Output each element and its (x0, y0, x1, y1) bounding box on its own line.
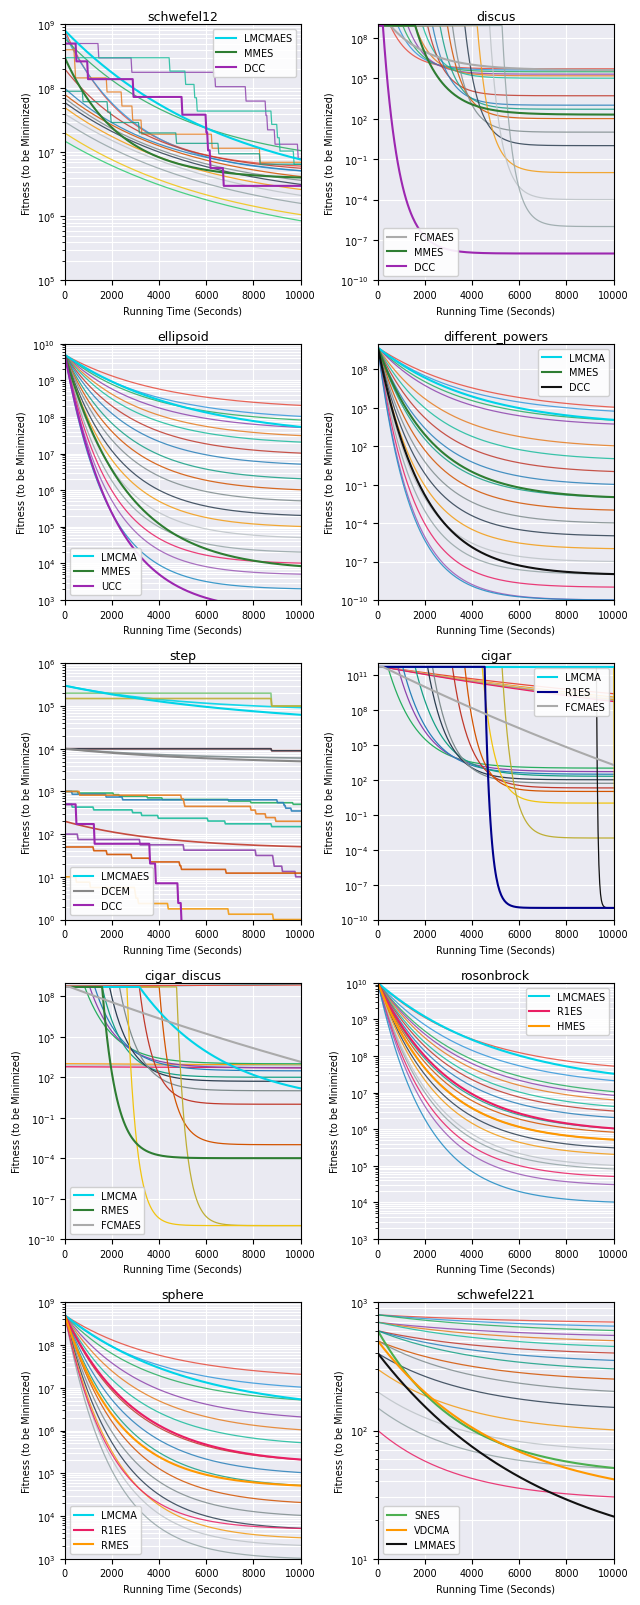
X-axis label: Running Time (Seconds): Running Time (Seconds) (123, 1584, 242, 1594)
MMES (308, 169, 316, 188)
MMES (374, 18, 381, 37)
Legend: LMCMAES, MMES, DCC: LMCMAES, MMES, DCC (212, 30, 296, 77)
LMCMAES (269, 143, 277, 162)
X-axis label: Running Time (Seconds): Running Time (Seconds) (123, 626, 242, 636)
FCMAES (374, 18, 381, 37)
Legend: SNES, VDCMA, LMMAES: SNES, VDCMA, LMMAES (383, 1507, 459, 1554)
MMES (62, 51, 70, 71)
Legend: LMCMA, RMES, FCMAES: LMCMA, RMES, FCMAES (70, 1188, 145, 1234)
MMES (209, 162, 216, 181)
Legend: LMCMA, MMES, UCC: LMCMA, MMES, UCC (70, 549, 141, 595)
DCC (598, 244, 606, 263)
MMES (375, 18, 383, 37)
FCMAES (598, 61, 606, 80)
Legend: LMCMA, R1ES, RMES: LMCMA, R1ES, RMES (70, 1507, 141, 1554)
X-axis label: Running Time (Seconds): Running Time (Seconds) (436, 1584, 556, 1594)
MMES (621, 106, 629, 125)
Legend: LMCMAES, DCEM, DCC: LMCMAES, DCEM, DCC (70, 868, 153, 915)
MMES (598, 106, 606, 125)
LMCMAES (209, 122, 216, 141)
Legend: FCMAES, MMES, DCC: FCMAES, MMES, DCC (383, 230, 458, 276)
DCC (209, 159, 216, 178)
Y-axis label: Fitness (to be Minimized): Fitness (to be Minimized) (11, 1050, 21, 1173)
Y-axis label: Fitness (to be Minimized): Fitness (to be Minimized) (334, 1369, 344, 1493)
DCC (525, 244, 533, 263)
Title: sphere: sphere (161, 1289, 204, 1302)
X-axis label: Running Time (Seconds): Running Time (Seconds) (123, 945, 242, 955)
MMES (522, 104, 529, 124)
MMES (207, 162, 215, 181)
Y-axis label: Fitness (to be Minimized): Fitness (to be Minimized) (21, 730, 31, 854)
DCC (286, 177, 294, 196)
X-axis label: Running Time (Seconds): Running Time (Seconds) (436, 626, 556, 636)
DCC (220, 177, 228, 196)
DCC (582, 244, 590, 263)
FCMAES (522, 59, 529, 79)
LMCMAES (308, 154, 316, 173)
DCC (212, 159, 220, 178)
Title: schwefel221: schwefel221 (456, 1289, 535, 1302)
Title: ellipsoid: ellipsoid (157, 331, 209, 343)
DCC (375, 18, 383, 37)
Line: FCMAES: FCMAES (378, 27, 625, 71)
DCC (621, 244, 629, 263)
X-axis label: Running Time (Seconds): Running Time (Seconds) (123, 307, 242, 316)
Line: MMES: MMES (378, 27, 625, 116)
Title: schwefel12: schwefel12 (147, 11, 218, 24)
LMCMAES (61, 22, 68, 42)
DCC (308, 177, 316, 196)
MMES (212, 162, 220, 181)
X-axis label: Running Time (Seconds): Running Time (Seconds) (436, 307, 556, 316)
LMCMAES (62, 22, 70, 42)
Title: discus: discus (476, 11, 515, 24)
DCC (520, 244, 528, 263)
DCC (522, 244, 529, 263)
Y-axis label: Fitness (to be Minimized): Fitness (to be Minimized) (17, 411, 27, 534)
Title: cigar: cigar (480, 650, 511, 663)
Legend: LMCMA, MMES, DCC: LMCMA, MMES, DCC (538, 350, 609, 396)
FCMAES (375, 18, 383, 37)
Y-axis label: Fitness (to be Minimized): Fitness (to be Minimized) (324, 91, 334, 215)
FCMAES (582, 61, 590, 80)
DCC (374, 18, 381, 37)
FCMAES (520, 59, 528, 79)
X-axis label: Running Time (Seconds): Running Time (Seconds) (436, 945, 556, 955)
Title: rosonbrock: rosonbrock (461, 969, 531, 982)
LMCMAES (207, 122, 215, 141)
Title: cigar_discus: cigar_discus (144, 969, 221, 982)
DCC (207, 159, 215, 178)
MMES (61, 50, 68, 69)
MMES (582, 106, 590, 125)
Y-axis label: Fitness (to be Minimized): Fitness (to be Minimized) (330, 1050, 340, 1173)
Line: DCC: DCC (378, 27, 625, 254)
Legend: LMCMAES, R1ES, HMES: LMCMAES, R1ES, HMES (525, 989, 609, 1035)
MMES (520, 104, 528, 124)
Y-axis label: Fitness (to be Minimized): Fitness (to be Minimized) (21, 1369, 31, 1493)
Line: LMCMAES: LMCMAES (65, 32, 312, 164)
MMES (285, 169, 293, 188)
FCMAES (525, 61, 533, 80)
Y-axis label: Fitness (to be Minimized): Fitness (to be Minimized) (324, 730, 334, 854)
Line: MMES: MMES (65, 59, 312, 178)
Line: DCC: DCC (65, 45, 312, 186)
LMCMAES (212, 124, 220, 143)
FCMAES (621, 61, 629, 80)
Legend: LMCMA, R1ES, FCMAES: LMCMA, R1ES, FCMAES (534, 669, 609, 716)
MMES (525, 104, 533, 124)
DCC (61, 35, 68, 55)
X-axis label: Running Time (Seconds): Running Time (Seconds) (436, 1265, 556, 1274)
DCC (62, 35, 70, 55)
Y-axis label: Fitness (to be Minimized): Fitness (to be Minimized) (324, 411, 334, 534)
MMES (269, 169, 277, 188)
Y-axis label: Fitness (to be Minimized): Fitness (to be Minimized) (21, 91, 31, 215)
LMCMAES (285, 148, 293, 167)
DCC (270, 177, 278, 196)
Title: different_powers: different_powers (444, 331, 548, 343)
X-axis label: Running Time (Seconds): Running Time (Seconds) (123, 1265, 242, 1274)
Title: step: step (169, 650, 196, 663)
